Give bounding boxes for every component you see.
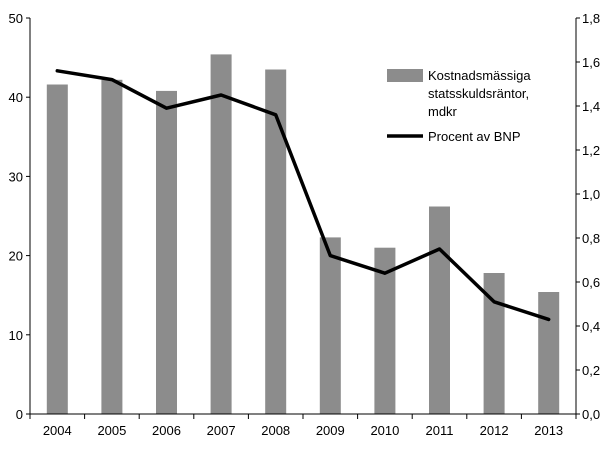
y-right-tick-label: 0,0: [582, 407, 600, 422]
bar-2010: [374, 247, 396, 414]
line-procent-av-bnp: [55, 69, 551, 322]
x-tick-label-2012: 2012: [480, 423, 509, 438]
x-tick-label-2007: 2007: [207, 423, 236, 438]
y-left-tick-label: 0: [16, 407, 23, 422]
bar-2004: [46, 84, 68, 414]
tick-labels: 0 10 20 30 40 50 0,0 0,2 0,4 0,6 0,8 1,0 1,2 1,4 1,6 1,…: [9, 11, 601, 438]
bar-series: [46, 54, 560, 415]
bar-2009: [319, 237, 341, 414]
y-right-tick-label: 1,8: [582, 11, 600, 26]
legend-bar-swatch: [387, 69, 423, 82]
x-tick-label-2005: 2005: [97, 423, 126, 438]
y-right-tick-label: 0,8: [582, 231, 600, 246]
y-left-tick-label: 30: [9, 169, 23, 184]
y-left-tick-label: 20: [9, 249, 23, 264]
x-tick-label-2004: 2004: [43, 423, 72, 438]
y-right-tick-label: 0,4: [582, 319, 600, 334]
y-right-tick-label: 1,4: [582, 99, 600, 114]
x-tick-label-2011: 2011: [426, 423, 454, 438]
x-tick-label-2006: 2006: [152, 423, 181, 438]
axes: [26, 17, 580, 419]
x-tick-label-2013: 2013: [534, 423, 563, 438]
y-right-tick-label: 1,2: [582, 143, 600, 158]
legend-bar-label-3: mdkr: [428, 104, 458, 119]
y-left-tick-label: 10: [9, 328, 23, 343]
y-right-tick-label: 0,2: [582, 363, 600, 378]
bar-2006: [156, 90, 177, 415]
line-series: [55, 69, 551, 322]
y-left-tick-label: 50: [9, 11, 23, 26]
y-right-tick-label: 1,6: [582, 55, 600, 70]
bar-2012: [483, 273, 505, 414]
legend-line-label: Procent av BNP: [428, 129, 521, 144]
bar-2007: [210, 54, 232, 415]
bar-2011: [429, 206, 450, 414]
legend-bar-label-2: statsskuldsräntor,: [428, 86, 529, 101]
y-right-tick-label: 1,0: [582, 187, 600, 202]
x-tick-label-2009: 2009: [316, 423, 345, 438]
bar-2008: [265, 69, 287, 414]
y-right-tick-label: 0,6: [582, 275, 600, 290]
y-left-tick-label: 40: [9, 90, 23, 105]
legend: Kostnadsmässiga statsskuldsräntor, mdkr …: [387, 68, 531, 144]
bar-2013: [538, 292, 560, 414]
legend-bar-label-1: Kostnadsmässiga: [428, 68, 531, 83]
bar-2005: [101, 79, 123, 415]
x-tick-label-2008: 2008: [261, 423, 290, 438]
x-tick-label-2010: 2010: [370, 423, 399, 438]
